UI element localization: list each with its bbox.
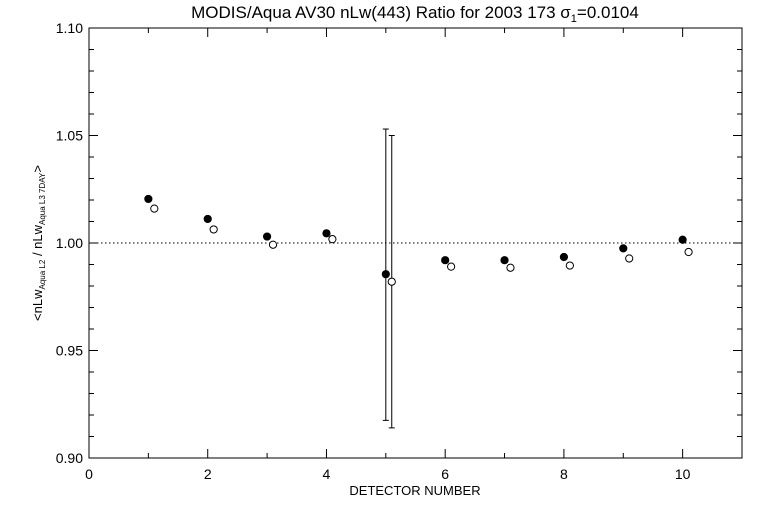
filled-circle-point bbox=[381, 270, 390, 279]
open-circle-point bbox=[150, 204, 159, 213]
chart-title-subscript: 1 bbox=[571, 13, 577, 25]
filled-circle-point bbox=[144, 194, 153, 204]
x-tick-label: 8 bbox=[560, 466, 568, 482]
open-circle-point bbox=[506, 263, 515, 272]
y-tick-label: 0.90 bbox=[56, 450, 83, 466]
data-points bbox=[144, 194, 693, 286]
x-axis-ticks bbox=[88, 28, 743, 458]
y-axis-tick-labels: 0.90 0.95 1.00 1.05 1.10 bbox=[56, 20, 83, 466]
y-tick-label: 0.95 bbox=[56, 343, 83, 359]
y-tick-label: 1.00 bbox=[56, 235, 83, 251]
open-circle-point bbox=[684, 247, 693, 257]
open-circle-point bbox=[209, 225, 218, 234]
filled-circle-point bbox=[559, 252, 569, 262]
filled-circle-point bbox=[322, 229, 331, 238]
y-tick-label: 1.10 bbox=[56, 20, 83, 36]
y-axis-label: <nLwAqua L2 / nLwAqua L3 7DAY> bbox=[30, 165, 47, 321]
open-circle-point bbox=[447, 262, 456, 271]
filled-circle-point bbox=[441, 256, 450, 265]
y-axis-label-sub2: Aqua L3 7DAY bbox=[38, 172, 47, 225]
filled-circle-point bbox=[262, 232, 272, 241]
chart-title: MODIS/Aqua AV30 nLw(443) Ratio for 2003 … bbox=[191, 3, 639, 25]
y-axis-label-open: <nLw bbox=[30, 289, 45, 321]
x-tick-label: 2 bbox=[204, 466, 212, 482]
x-axis-tick-labels: 0 2 4 6 8 10 bbox=[85, 466, 691, 482]
open-circle-point bbox=[625, 254, 634, 263]
open-circle-point bbox=[387, 277, 396, 286]
chart-title-main: MODIS/Aqua AV30 nLw(443) Ratio for 2003 … bbox=[191, 3, 571, 22]
x-tick-label: 6 bbox=[441, 466, 449, 482]
y-tick-label: 1.05 bbox=[56, 128, 83, 144]
filled-circle-point bbox=[500, 256, 509, 265]
open-circle-point bbox=[268, 240, 278, 249]
plot-frame bbox=[88, 27, 743, 459]
chart-title-tail: =0.0104 bbox=[577, 3, 639, 22]
y-axis-label-sub1: Aqua L2 bbox=[38, 259, 47, 289]
filled-circle-point bbox=[619, 244, 628, 253]
x-axis-label: DETECTOR NUMBER bbox=[349, 483, 480, 498]
open-circle-point bbox=[565, 261, 574, 270]
x-tick-label: 10 bbox=[675, 466, 691, 482]
y-axis-ticks bbox=[89, 27, 742, 459]
x-tick-label: 0 bbox=[85, 466, 93, 482]
filled-circle-point bbox=[678, 235, 687, 244]
filled-circle-point bbox=[203, 214, 212, 224]
open-circle-point bbox=[328, 235, 337, 244]
y-axis-label-slash: / nLw bbox=[30, 224, 45, 259]
y-axis-label-close: > bbox=[30, 165, 45, 173]
x-tick-label: 4 bbox=[323, 466, 331, 482]
